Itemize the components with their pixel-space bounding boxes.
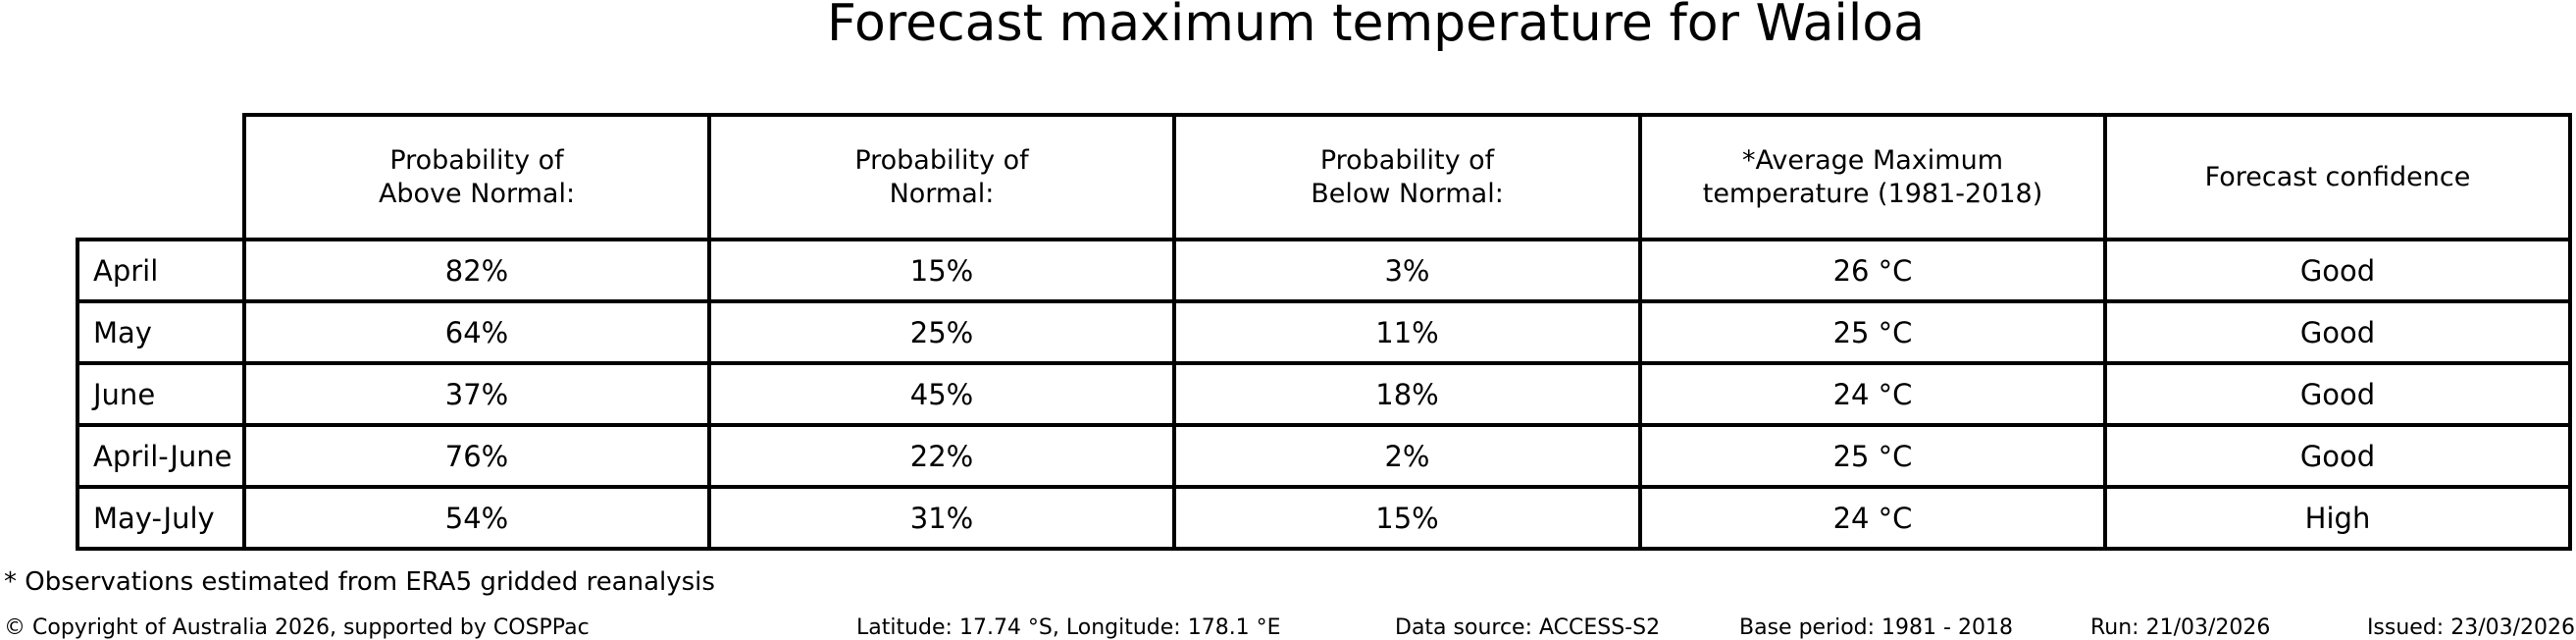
- cell-june-below-normal: 18%: [1172, 361, 1642, 427]
- cell-may-avg-max-temp: 25 °C: [1638, 299, 2107, 365]
- base-period-text: Base period: 1981 - 2018: [1739, 615, 2013, 640]
- observations-footnote: * Observations estimated from ERA5 gridd…: [4, 567, 715, 597]
- cell-april-june-avg-max-temp: 25 °C: [1638, 423, 2107, 489]
- cell-may-below-normal: 11%: [1172, 299, 1642, 365]
- table-row-may-july: May-July 54% 31% 15% 24 °C High: [76, 485, 2572, 551]
- cell-may-july-above-normal: 54%: [242, 485, 711, 551]
- cell-april-june-normal: 22%: [707, 423, 1176, 489]
- table-row-may: May 64% 25% 11% 25 °C Good: [76, 299, 2572, 365]
- header-normal: Probability of Normal:: [707, 113, 1176, 241]
- cell-may-normal: 25%: [707, 299, 1176, 365]
- header-forecast-confidence: Forecast confidence: [2103, 113, 2572, 241]
- table-row-april-june: April-June 76% 22% 2% 25 °C Good: [76, 423, 2572, 489]
- cell-june-normal: 45%: [707, 361, 1176, 427]
- cell-april-normal: 15%: [707, 238, 1176, 303]
- cell-may-confidence: Good: [2103, 299, 2572, 365]
- table-header-row: Probability of Above Normal: Probability…: [77, 113, 2572, 241]
- cell-may-july-avg-max-temp: 24 °C: [1638, 485, 2107, 551]
- page-title: Forecast maximum temperature for Wailoa: [826, 0, 1926, 53]
- row-label-april: April: [76, 238, 246, 303]
- table-row-april: April 82% 15% 3% 26 °C Good: [76, 238, 2572, 303]
- table-row-june: June 37% 45% 18% 24 °C Good: [76, 361, 2572, 427]
- row-label-may-july: May-July: [76, 485, 246, 551]
- corner-cell: [77, 115, 244, 240]
- lat-long-text: Latitude: 17.74 °S, Longitude: 178.1 °E: [856, 615, 1281, 640]
- data-source-text: Data source: ACCESS-S2: [1395, 615, 1661, 640]
- cell-april-avg-max-temp: 26 °C: [1638, 238, 2107, 303]
- cell-april-confidence: Good: [2103, 238, 2572, 303]
- cell-may-july-below-normal: 15%: [1172, 485, 1642, 551]
- cell-june-avg-max-temp: 24 °C: [1638, 361, 2107, 427]
- cell-april-above-normal: 82%: [242, 238, 711, 303]
- cell-may-july-normal: 31%: [707, 485, 1176, 551]
- cell-april-june-below-normal: 2%: [1172, 423, 1642, 489]
- header-average-max-temp: *Average Maximum temperature (1981-2018): [1638, 113, 2107, 241]
- issued-date-text: Issued: 23/03/2026: [2366, 615, 2575, 640]
- row-label-june: June: [76, 361, 246, 427]
- copyright-text: © Copyright of Australia 2026, supported…: [4, 615, 590, 640]
- run-date-text: Run: 21/03/2026: [2090, 615, 2271, 640]
- cell-june-above-normal: 37%: [242, 361, 711, 427]
- row-label-april-june: April-June: [76, 423, 246, 489]
- cell-may-july-confidence: High: [2103, 485, 2572, 551]
- row-label-may: May: [76, 299, 246, 365]
- header-above-normal: Probability of Above Normal:: [242, 113, 711, 241]
- forecast-table: Probability of Above Normal: Probability…: [76, 113, 2572, 551]
- cell-june-confidence: Good: [2103, 361, 2572, 427]
- cell-april-below-normal: 3%: [1172, 238, 1642, 303]
- cell-may-above-normal: 64%: [242, 299, 711, 365]
- header-below-normal: Probability of Below Normal:: [1172, 113, 1642, 241]
- cell-april-june-confidence: Good: [2103, 423, 2572, 489]
- cell-april-june-above-normal: 76%: [242, 423, 711, 489]
